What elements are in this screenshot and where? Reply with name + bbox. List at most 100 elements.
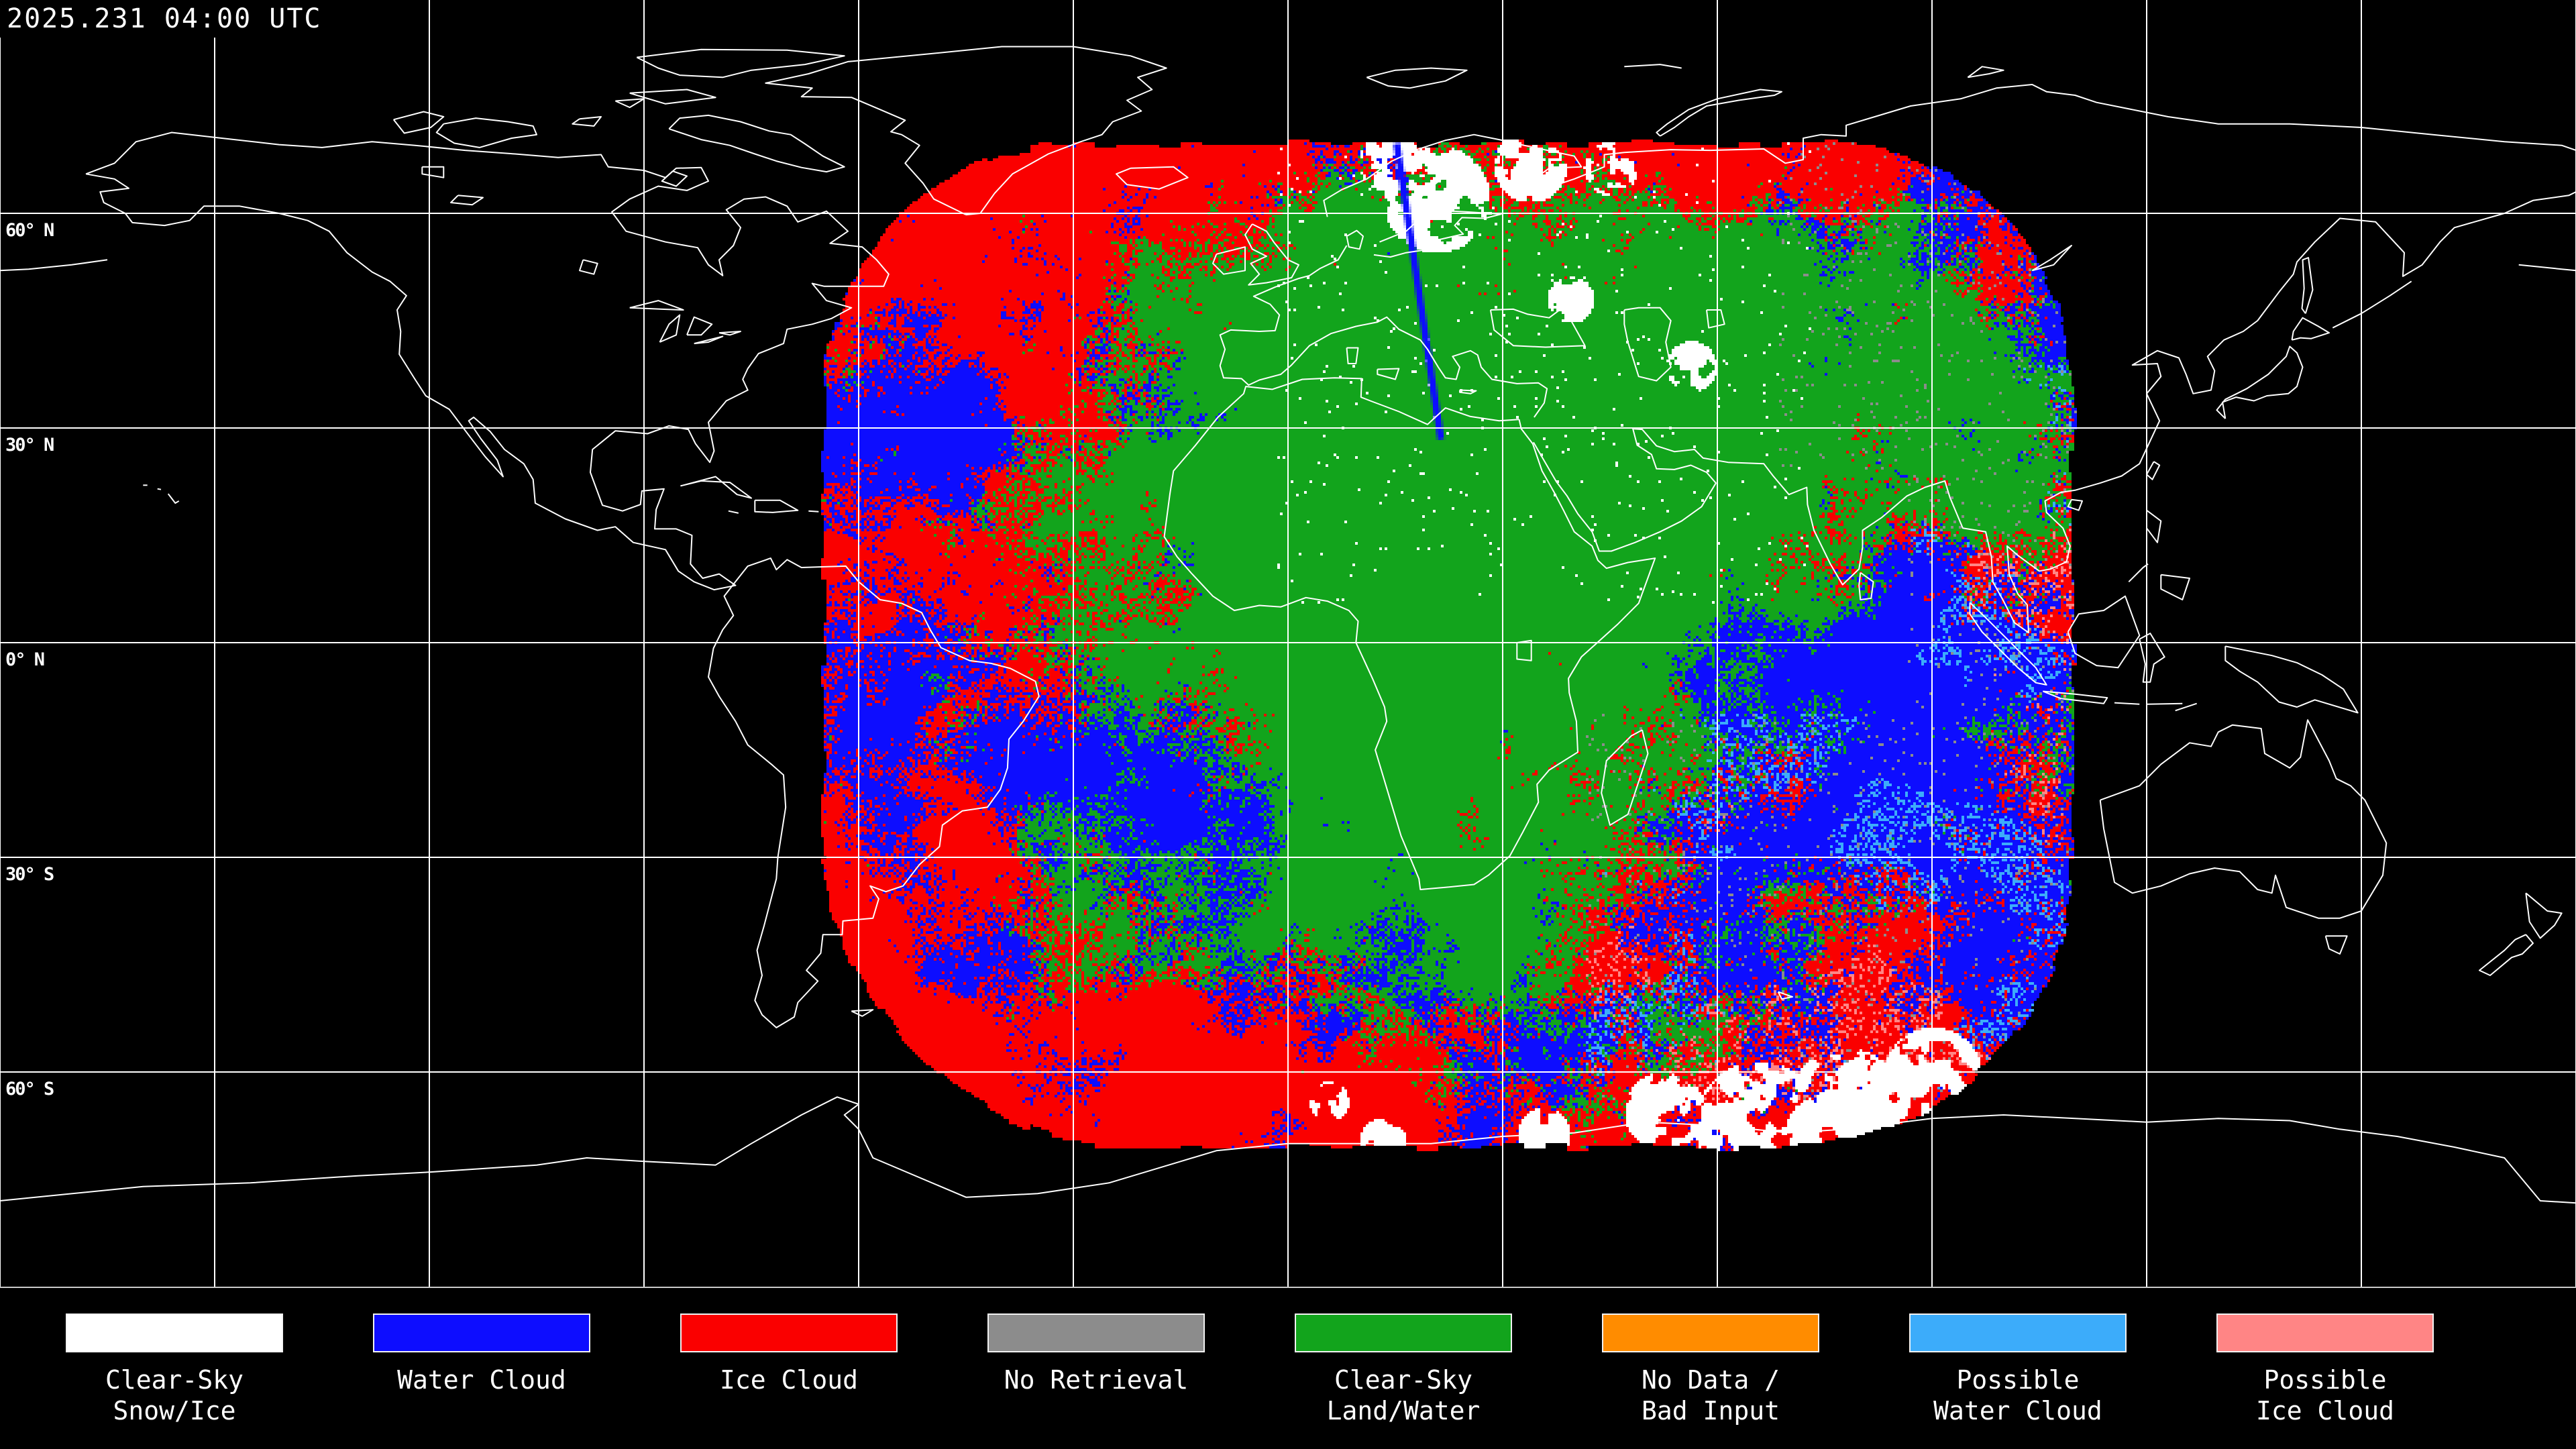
coastline [636,48,845,78]
coastline [1516,639,1532,661]
graticule [0,0,2576,1287]
coastline [572,116,602,127]
coastline [85,131,890,591]
coastline [668,114,845,173]
coastline [450,195,484,206]
coastline [680,476,752,499]
coastline [157,488,162,490]
legend-label-possible-water-cloud: Possible Water Cloud [1933,1365,2102,1426]
coastline [629,89,716,105]
legend-label-water-cloud: Water Cloud [397,1365,566,1395]
legend-entry-clear-sky-land-water: Clear-Sky Land/Water [1249,1288,1558,1449]
coastline [1377,368,1400,380]
legend: Clear-Sky Snow/Ice Water Cloud Ice Cloud No… [0,1287,2576,1449]
coastline [694,335,724,345]
coastline [2099,719,2387,919]
coastline [1212,246,1246,275]
coastline [2332,280,2412,329]
legend-entry-no-data-bad-input: No Data / Bad Input [1556,1288,1865,1449]
legend-entry-clear-sky-snow-ice: Clear-Sky Snow/Ice [20,1288,329,1449]
coastline [1858,572,1874,600]
coastline [2114,702,2140,705]
coastline [1116,166,1189,190]
coastline [579,259,598,275]
legend-swatch-possible-ice-cloud [2216,1313,2434,1352]
coastline [1163,377,1656,890]
legend-swatch-no-data-bad-input [1602,1313,1819,1352]
latitude-label: 60° S [5,1079,54,1099]
coastline [392,111,445,134]
latitude-label: 0° N [5,649,44,670]
coastline [2146,461,2161,480]
coastline [2067,595,2141,669]
coastline [686,316,713,336]
coastline [167,493,180,504]
coastline [435,117,537,148]
coastline [2175,702,2198,712]
coastline [808,510,819,513]
legend-entry-water-cloud: Water Cloud [327,1288,636,1449]
legend-label-no-retrieval: No Retrieval [1004,1365,1189,1395]
coastline [2525,892,2563,939]
coastline [2146,509,2162,543]
coastline [2518,264,2576,272]
latitude-labels: 60° N 30° N 0° N 30° S 60° S [5,220,55,1099]
legend-swatch-ice-cloud [680,1313,898,1352]
coastline [2067,498,2083,511]
coastline [2128,563,2149,583]
legend-entry-possible-ice-cloud: Possible Ice Cloud [2171,1288,2479,1449]
coastline [1244,223,1299,286]
coastline [2160,574,2190,600]
legend-swatch-clear-sky-land-water [1295,1313,1512,1352]
coastline [1346,347,1359,364]
legend-label-clear-sky-snow-ice: Clear-Sky Snow/Ice [105,1365,244,1426]
coastline [1219,245,1548,418]
legend-swatch-possible-water-cloud [1909,1313,2127,1352]
coastline [2324,935,2348,955]
coastline [2216,345,2304,419]
coastlines [0,46,2576,1204]
coastline [851,1009,874,1017]
latitude-label: 60° N [5,220,54,241]
coastline [754,499,799,513]
coastline [421,166,445,178]
timestamp: 2025.231 04:00 UTC [0,0,331,38]
legend-label-ice-cloud: Ice Cloud [720,1365,858,1395]
coastline [0,1096,2576,1204]
coastline [1459,389,1477,394]
legend-swatch-no-retrieval [987,1313,1205,1352]
coastline [1346,229,1364,250]
coastline [1777,991,1793,1000]
coastline [2031,245,2072,272]
coastline [2301,257,2314,314]
coastline [1533,191,2576,634]
coastline [614,98,645,109]
coastline [708,557,1040,1028]
coastline [1373,172,1502,258]
coastline [659,314,681,343]
coastline [2479,934,2534,976]
coastline [1489,306,1586,348]
coastline [2042,690,2108,704]
legend-entry-no-retrieval: No Retrieval [942,1288,1250,1449]
coastline [1366,67,1468,89]
legend-label-no-data-bad-input: No Data / Bad Input [1642,1365,1780,1426]
coastline [1967,66,2004,78]
legend-label-possible-ice-cloud: Possible Ice Cloud [2256,1365,2394,1426]
latitude-label: 30° N [5,435,54,455]
legend-entry-ice-cloud: Ice Cloud [635,1288,943,1449]
latitude-label: 30° S [5,864,54,885]
coastline [728,510,739,514]
coastline [2139,633,2165,683]
coastline [661,170,688,187]
legend-label-clear-sky-land-water: Clear-Sky Land/Water [1326,1365,1481,1426]
coastline [1656,89,1782,137]
coastline [765,46,1167,216]
legend-swatch-clear-sky-snow-ice [66,1313,283,1352]
legend-entry-possible-water-cloud: Possible Water Cloud [1864,1288,2172,1449]
coastline [0,259,108,272]
coastline [2224,645,2359,714]
coastline [629,300,684,311]
coastline [1323,84,2576,217]
